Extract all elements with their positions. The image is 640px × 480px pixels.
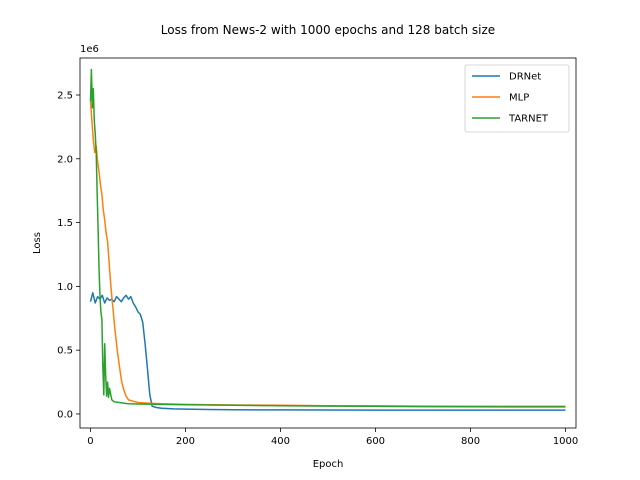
x-tick-label: 400 [271, 436, 290, 447]
y-tick-label: 2.5 [57, 91, 73, 102]
y-tick-label: 0.0 [57, 409, 73, 420]
y-offset-text: 1e6 [80, 44, 99, 55]
legend-entries: DRNet MLP TARNET [472, 72, 549, 125]
x-tick-label: 800 [461, 436, 480, 447]
legend-label-drnet: DRNet [509, 72, 541, 83]
y-tick-label: 1.5 [57, 218, 73, 229]
x-axis-ticks: 0 200 400 600 800 1000 [87, 428, 578, 447]
x-tick-label: 0 [87, 436, 93, 447]
plot-area [79, 57, 577, 429]
x-tick-label: 1000 [553, 436, 578, 447]
series-layer [89, 68, 566, 411]
y-tick-label: 0.5 [57, 346, 73, 357]
y-tick-label: 1.0 [57, 282, 73, 293]
series-line-tarnet [89, 68, 566, 408]
y-axis-label: Loss [32, 232, 43, 254]
legend-label-tarnet: TARNET [508, 114, 549, 125]
y-axis-ticks: 0.0 0.5 1.0 1.5 2.0 2.5 [57, 91, 80, 420]
legend-label-mlp: MLP [509, 93, 529, 104]
chart-title: Loss from News-2 with 1000 epochs and 12… [161, 23, 495, 37]
series-line-drnet [89, 292, 566, 411]
legend: DRNet MLP TARNET [464, 64, 570, 133]
y-tick-label: 2.0 [57, 154, 73, 165]
legend-box [464, 64, 570, 133]
x-tick-label: 600 [366, 436, 385, 447]
axes-frame [79, 57, 577, 429]
x-tick-label: 200 [176, 436, 195, 447]
x-axis-label: Epoch [313, 459, 344, 470]
